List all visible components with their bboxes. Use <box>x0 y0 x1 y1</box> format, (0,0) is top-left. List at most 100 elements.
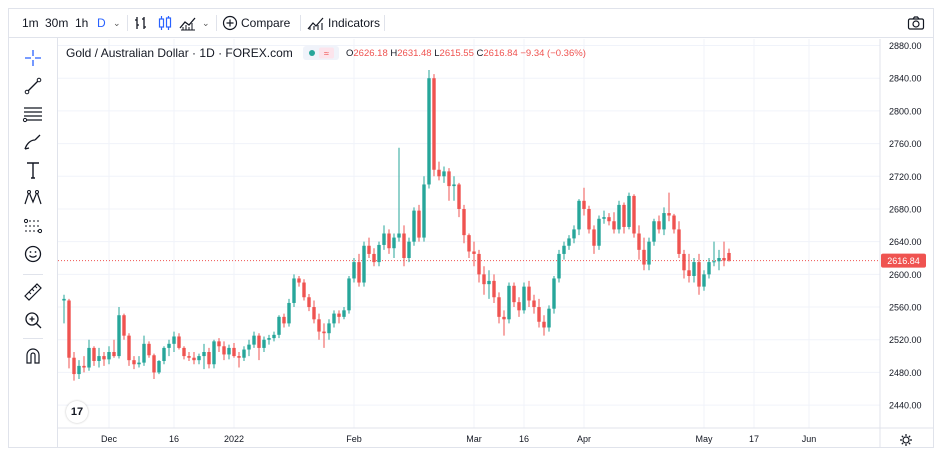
y-tick-label: 2880.00 <box>889 41 922 51</box>
high-value: 2631.48 <box>397 48 432 59</box>
y-tick-label: 2720.00 <box>889 172 922 182</box>
compare-button[interactable]: Compare <box>241 16 291 30</box>
settings-gear-icon[interactable] <box>899 433 913 447</box>
candle-body-up <box>407 241 411 259</box>
drawing-toolbar <box>9 38 58 447</box>
interval-30m-button[interactable]: 30m <box>45 16 69 30</box>
candle-body-down <box>447 171 451 187</box>
candle-body-down <box>622 204 626 227</box>
y-tick-label: 2480.00 <box>889 368 922 378</box>
candle-body-down <box>132 360 136 365</box>
candle-body-up <box>392 237 396 249</box>
candle-body-down <box>612 221 616 230</box>
candle-body-down <box>337 313 341 317</box>
toolbar-divider <box>300 15 301 31</box>
camera-icon[interactable] <box>907 15 925 43</box>
candle-body-down <box>367 245 371 254</box>
x-tick-label: Mar <box>466 434 482 444</box>
y-tick-label: 2560.00 <box>889 303 922 313</box>
symbol-title: Gold / Australian Dollar · 1D · FOREX.co… <box>66 46 293 60</box>
candle-body-down <box>217 341 221 347</box>
candle-body-down <box>687 270 691 276</box>
candle-body-up <box>262 339 266 348</box>
pattern-icon[interactable] <box>21 186 45 210</box>
candle-body-down <box>592 229 596 246</box>
candle-body-up <box>62 298 66 301</box>
candle-body-down <box>512 285 516 303</box>
compare-plus-icon[interactable] <box>222 15 238 43</box>
market-status-badge[interactable]: ≈ <box>303 46 339 60</box>
magnet-icon[interactable] <box>21 344 45 368</box>
candle-body-up <box>212 341 216 365</box>
candle-body-up <box>567 238 571 246</box>
candle-body-up <box>377 244 381 263</box>
candle-body-down <box>727 252 731 261</box>
forecast-icon[interactable] <box>21 214 45 238</box>
emoji-icon[interactable] <box>21 242 45 266</box>
candle-body-up <box>327 323 331 334</box>
candle-body-down <box>697 262 701 287</box>
trend-line-icon[interactable] <box>21 74 45 98</box>
chart-type-dropdown-icon[interactable]: ⌄ <box>202 18 210 28</box>
candle-body-down <box>722 258 726 261</box>
interval-1h-button[interactable]: 1h <box>75 16 89 30</box>
candle-body-down <box>322 331 326 334</box>
bar-chart-type-icon[interactable] <box>133 15 149 43</box>
candle-body-up <box>507 285 511 320</box>
x-tick-label: Jun <box>802 434 817 444</box>
candle-body-up <box>577 200 581 230</box>
candle-body-down <box>207 351 211 365</box>
y-tick-label: 2640.00 <box>889 237 922 247</box>
interval-d-button[interactable]: D <box>97 16 106 30</box>
indicators-icon[interactable] <box>307 15 325 43</box>
last-price-label: 2616.84 <box>887 256 920 266</box>
market-open-dot-icon <box>309 50 315 56</box>
candle-body-down <box>187 356 191 358</box>
ohlc-readout: O2626.18 H2631.48 L2615.55 C2616.84 −9.3… <box>346 48 586 59</box>
ruler-icon[interactable] <box>21 280 45 304</box>
change-value: −9.34 (−0.36%) <box>520 48 586 59</box>
candle-body-down <box>307 297 311 308</box>
candle-body-up <box>652 221 656 242</box>
high-label: H <box>390 48 398 59</box>
candle-body-up <box>427 78 431 185</box>
candle-body-down <box>177 336 181 348</box>
open-label: O <box>346 48 354 59</box>
candle-body-up <box>627 195 631 227</box>
candle-body-down <box>92 347 96 361</box>
crosshair-icon[interactable] <box>21 46 45 70</box>
candle-body-down <box>102 356 106 360</box>
area-chart-type-icon[interactable] <box>179 15 197 43</box>
candle-body-down <box>467 235 471 252</box>
brush-icon[interactable] <box>21 130 45 154</box>
interval-1m-button[interactable]: 1m <box>22 16 39 30</box>
indicators-button[interactable]: Indicators <box>328 16 381 30</box>
candle-body-up <box>702 274 706 287</box>
candle-body-down <box>237 356 241 358</box>
candle-body-up <box>422 184 426 238</box>
candle-body-down <box>497 297 501 317</box>
candle-body-down <box>657 221 661 230</box>
candle-body-up <box>97 356 101 361</box>
tradingview-logo[interactable]: 17 <box>66 401 88 423</box>
candle-body-down <box>302 282 306 298</box>
candle-chart-type-icon[interactable] <box>157 15 173 43</box>
candle-body-down <box>682 253 686 271</box>
interval-dropdown-icon[interactable]: ⌄ <box>113 18 121 28</box>
candle-body-up <box>362 245 366 283</box>
candle-body-down <box>482 274 486 285</box>
zoom-icon[interactable] <box>21 308 45 332</box>
open-value: 2626.18 <box>353 48 388 59</box>
fib-icon[interactable] <box>21 102 45 126</box>
candle-body-up <box>552 278 556 309</box>
candle-body-down <box>257 335 261 348</box>
candle-body-up <box>352 262 356 279</box>
candle-body-up <box>707 262 711 275</box>
candle-body-down <box>607 217 611 222</box>
candle-body-down <box>587 208 591 230</box>
y-tick-label: 2840.00 <box>889 74 922 84</box>
text-icon[interactable] <box>21 158 45 182</box>
candle-body-up <box>252 335 256 345</box>
candle-body-down <box>127 335 131 361</box>
